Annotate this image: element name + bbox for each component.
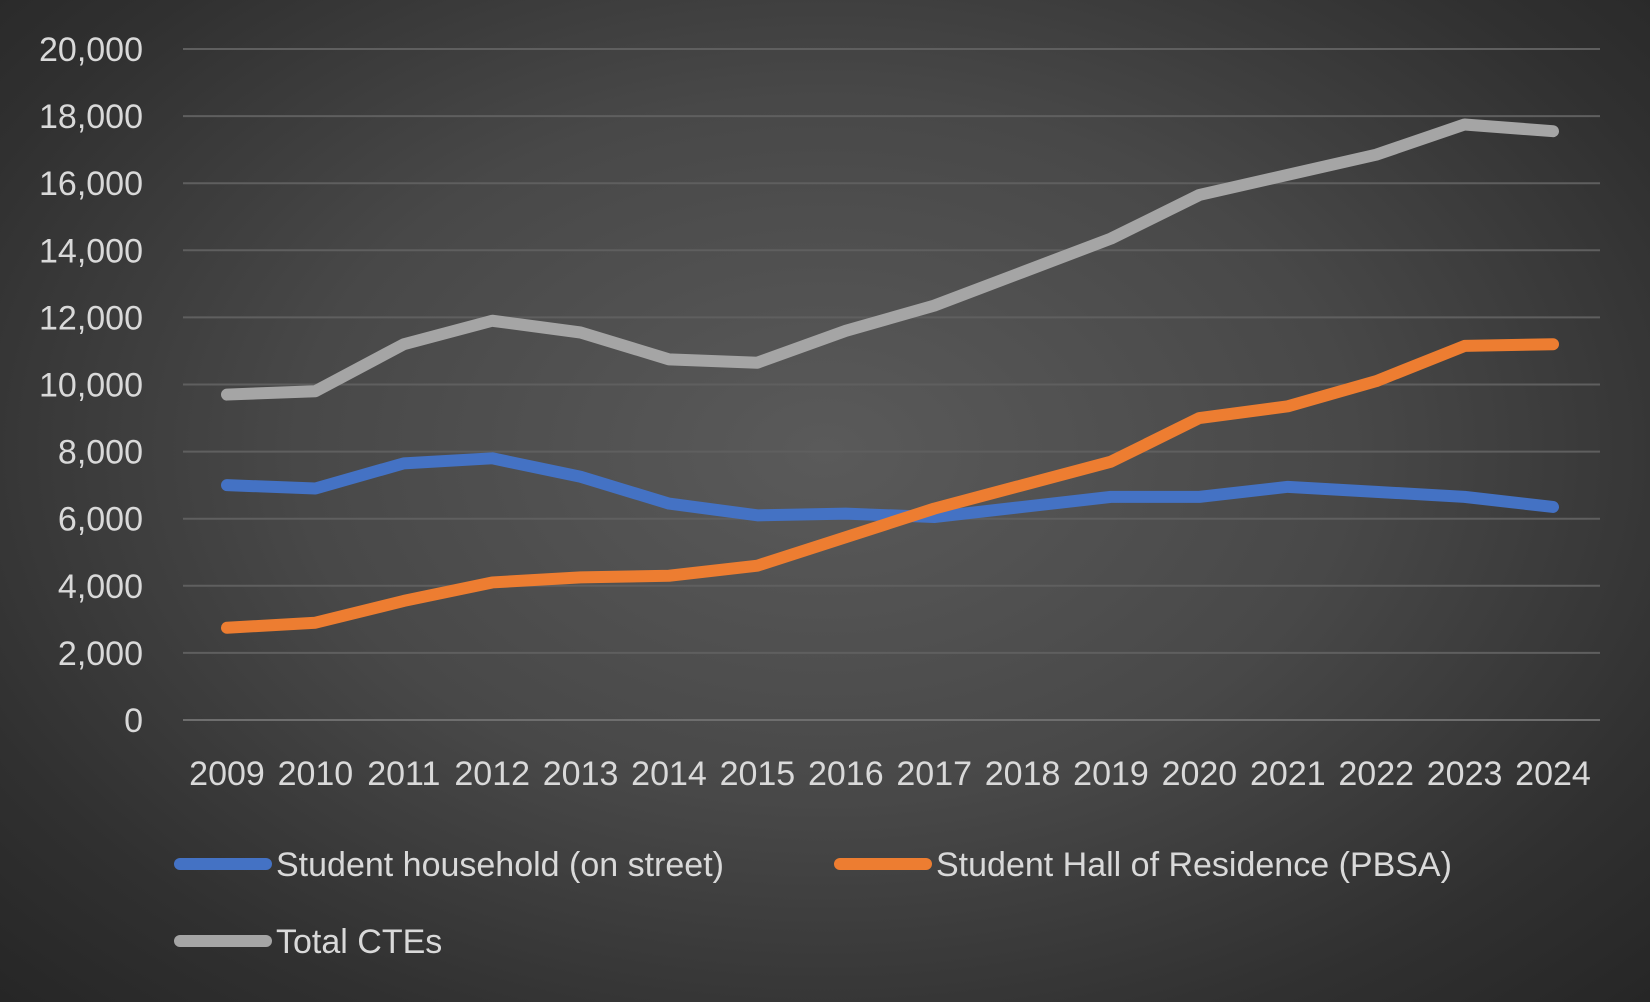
y-tick-label: 12,000: [39, 299, 143, 337]
x-tick-label: 2015: [720, 755, 796, 793]
y-tick-label: 2,000: [58, 635, 143, 673]
legend-item-student-hall: Student Hall of Residence (PBSA): [834, 846, 1452, 884]
legend-label-student-hall: Student Hall of Residence (PBSA): [936, 846, 1452, 884]
y-tick-label: 6,000: [58, 501, 143, 539]
x-tick-label: 2010: [278, 755, 354, 793]
y-tick-label: 10,000: [39, 367, 143, 405]
x-tick-label: 2013: [543, 755, 619, 793]
y-tick-label: 4,000: [58, 568, 143, 606]
x-tick-label: 2021: [1250, 755, 1326, 793]
x-tick-label: 2014: [631, 755, 707, 793]
y-tick-label: 14,000: [39, 232, 143, 270]
series-line-student-hall-of-residence-pbsa: [221, 338, 1559, 634]
y-axis-ticks: 0 2,000 4,000 6,000 8,000 10,000 12,000 14,000 1…: [39, 31, 143, 740]
y-tick-label: 0: [124, 702, 143, 740]
legend-item-student-household: Student household (on street): [174, 846, 724, 884]
x-tick-label: 2023: [1427, 755, 1503, 793]
x-tick-label: 2017: [896, 755, 972, 793]
series-line-total-ctes: [221, 118, 1559, 401]
y-tick-label: 8,000: [58, 434, 143, 472]
legend-label-student-household: Student household (on street): [276, 846, 724, 884]
x-axis-ticks: 2009 2010 2011 2012 2013 2014 2015 2016 2017 2018…: [189, 755, 1591, 793]
y-tick-label: 18,000: [39, 98, 143, 136]
y-tick-label: 16,000: [39, 165, 143, 203]
x-tick-label: 2019: [1073, 755, 1149, 793]
x-tick-label: 2022: [1338, 755, 1414, 793]
grid-lines: [183, 48, 1600, 721]
x-tick-label: 2024: [1515, 755, 1591, 793]
x-tick-label: 2018: [985, 755, 1061, 793]
legend: Student household (on street) Student Ha…: [174, 846, 1452, 961]
legend-item-total-ctes: Total CTEs: [174, 923, 442, 961]
series-lines: [221, 118, 1559, 634]
x-tick-label: 2020: [1162, 755, 1238, 793]
x-tick-label: 2016: [808, 755, 884, 793]
x-tick-label: 2012: [454, 755, 530, 793]
series-line-student-household-on-street: [221, 452, 1559, 524]
x-tick-label: 2009: [189, 755, 265, 793]
y-tick-label: 20,000: [39, 31, 143, 69]
legend-label-total-ctes: Total CTEs: [276, 923, 442, 961]
x-tick-label: 2011: [367, 755, 440, 793]
